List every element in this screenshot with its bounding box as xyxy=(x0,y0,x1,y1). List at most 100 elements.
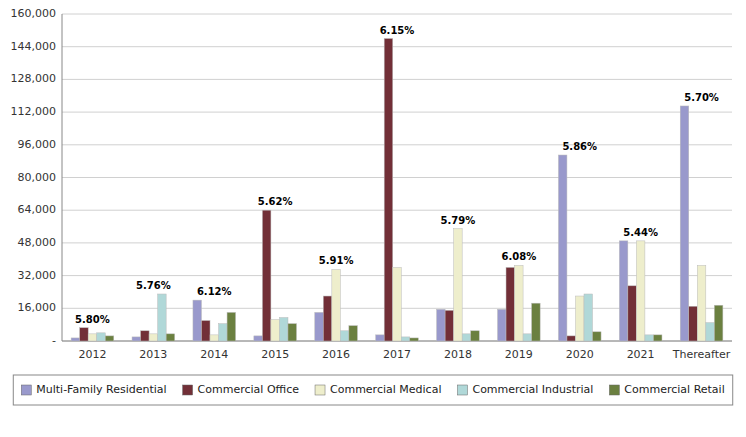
grid-line xyxy=(62,177,732,178)
annotation: 5.86% xyxy=(562,141,597,152)
bar: Commercial Medical: 3000 xyxy=(210,335,219,341)
x-tick-label: 2017 xyxy=(383,348,411,361)
annotation: 5.44% xyxy=(623,227,658,238)
bar: Multi-Family Residential: 91000 xyxy=(558,155,567,341)
y-tick-label: 144,000 xyxy=(11,40,57,53)
legend-label: Commercial Industrial xyxy=(472,383,593,396)
bar: Commercial Office: 2500 xyxy=(567,336,576,341)
bar: Commercial Office: 6500 xyxy=(80,328,89,341)
bar: Commercial Retail: 3000 xyxy=(653,335,662,341)
grid-line xyxy=(62,112,732,113)
grid-line xyxy=(62,14,732,15)
bar: Commercial Retail: 4500 xyxy=(593,332,602,341)
y-tick-label: 64,000 xyxy=(18,203,57,216)
legend-swatch xyxy=(21,385,31,395)
annotation: 5.76% xyxy=(136,280,171,291)
bar: Commercial Retail: 2500 xyxy=(105,336,114,341)
bar: Commercial Industrial: 23000 xyxy=(584,294,593,341)
bar: Commercial Medical: 3500 xyxy=(149,334,158,341)
bar: Multi-Family Residential: 3000 xyxy=(376,335,385,341)
bar: Commercial Medical: 22000 xyxy=(575,296,584,341)
x-tick-label: Thereafter xyxy=(672,348,731,361)
bar: Multi-Family Residential: 115000 xyxy=(680,106,689,341)
bar: Commercial Retail: 14000 xyxy=(227,312,236,341)
legend-swatch xyxy=(315,385,325,395)
x-tick-label: 2014 xyxy=(200,348,228,361)
legend-swatch xyxy=(457,385,467,395)
bar: Commercial Industrial: 8500 xyxy=(219,324,228,341)
x-tick-label: 2012 xyxy=(78,348,106,361)
legend: Multi-Family Residential Commercial Offic… xyxy=(13,375,732,405)
bar: Commercial Office: 10000 xyxy=(201,321,210,341)
y-axis-line xyxy=(62,14,63,341)
bar: Multi-Family Residential: 15500 xyxy=(498,309,507,341)
x-tick-label: 2018 xyxy=(444,348,472,361)
bar: Commercial Retail: 1500 xyxy=(410,338,419,341)
legend-label: Commercial Medical xyxy=(330,383,441,396)
annotation: 5.91% xyxy=(319,255,354,266)
bar: Commercial Medical: 37000 xyxy=(697,265,706,341)
bar: Commercial Medical: 55000 xyxy=(454,229,463,341)
annotation: 5.70% xyxy=(684,92,719,103)
bar: Commercial Industrial: 2000 xyxy=(401,337,410,341)
bar: Commercial Industrial: 5000 xyxy=(340,331,349,341)
grid-line xyxy=(62,210,732,211)
bar: Commercial Retail: 5000 xyxy=(471,331,480,341)
legend-box xyxy=(13,375,732,405)
grid-line xyxy=(62,144,732,145)
bar: Commercial Industrial: 3500 xyxy=(462,334,471,341)
legend-label: Multi-Family Residential xyxy=(36,383,166,396)
annotation: 6.12% xyxy=(197,286,232,297)
x-tick-label: 2013 xyxy=(139,348,167,361)
bar: Multi-Family Residential: 49000 xyxy=(619,241,628,341)
bar: Commercial Industrial: 3000 xyxy=(645,335,654,341)
bar: Commercial Medical: 35000 xyxy=(332,269,341,341)
y-tick-label: - xyxy=(52,334,56,347)
legend-swatch xyxy=(609,385,619,395)
bar: Commercial Office: 15000 xyxy=(445,310,454,341)
y-tick-label: 32,000 xyxy=(18,269,57,282)
bar: Commercial Industrial: 4000 xyxy=(97,333,106,341)
grid-line xyxy=(62,242,732,243)
bar: Commercial Retail: 17500 xyxy=(714,305,723,341)
bar: Commercial Office: 22000 xyxy=(323,296,332,341)
bar: Commercial Office: 5000 xyxy=(141,331,150,341)
bar: Commercial Office: 36000 xyxy=(506,267,515,341)
x-axis: 2012 2013 2014 2015 2016 2017 2018 2019 2020 2021… xyxy=(78,348,730,361)
bar: Multi-Family Residential: 15500 xyxy=(437,309,446,341)
bar: Multi-Family Residential: 1500 xyxy=(71,338,80,341)
bar: Commercial Retail: 18500 xyxy=(532,303,541,341)
x-tick-label: 2016 xyxy=(322,348,350,361)
bar: Multi-Family Residential: 20000 xyxy=(193,300,202,341)
bar: Commercial Industrial: 9000 xyxy=(706,323,715,341)
y-tick-label: 48,000 xyxy=(18,236,57,249)
bar: Commercial Industrial: 23000 xyxy=(158,294,167,341)
legend-label: Commercial Office xyxy=(198,383,300,396)
bar: Multi-Family Residential: 14000 xyxy=(315,312,324,341)
bar: Commercial Medical: 3500 xyxy=(88,334,97,341)
x-tick-label: 2015 xyxy=(261,348,289,361)
bar: Commercial Industrial: 11500 xyxy=(279,317,288,341)
bar: Commercial Medical: 37000 xyxy=(515,265,524,341)
bar: Commercial Retail: 8500 xyxy=(288,324,297,341)
bars: Multi-Family Residential: 1500 Multi-Fami… xyxy=(71,39,723,341)
x-tick-label: 2019 xyxy=(505,348,533,361)
y-tick-label: 112,000 xyxy=(11,105,57,118)
y-axis: -16,00032,00048,00064,00080,00096,000112… xyxy=(11,7,57,347)
legend-swatch xyxy=(183,385,193,395)
chart: -16,00032,00048,00064,00080,00096,000112… xyxy=(0,0,746,437)
bar: Commercial Office: 148000 xyxy=(384,39,393,341)
annotation: 5.62% xyxy=(258,196,293,207)
y-tick-label: 96,000 xyxy=(18,138,57,151)
annotation: 6.15% xyxy=(380,25,415,36)
annotation: 5.79% xyxy=(441,215,476,226)
x-tick-label: 2021 xyxy=(627,348,655,361)
bar: Commercial Office: 64000 xyxy=(262,210,271,341)
x-tick-label: 2020 xyxy=(566,348,594,361)
bar: Multi-Family Residential: 2500 xyxy=(254,336,263,341)
bar: Commercial Medical: 49000 xyxy=(636,241,645,341)
grid xyxy=(62,14,732,341)
bar: Multi-Family Residential: 2000 xyxy=(132,337,141,341)
bar: Commercial Office: 27000 xyxy=(628,286,637,341)
bar: Commercial Medical: 10500 xyxy=(271,320,280,341)
